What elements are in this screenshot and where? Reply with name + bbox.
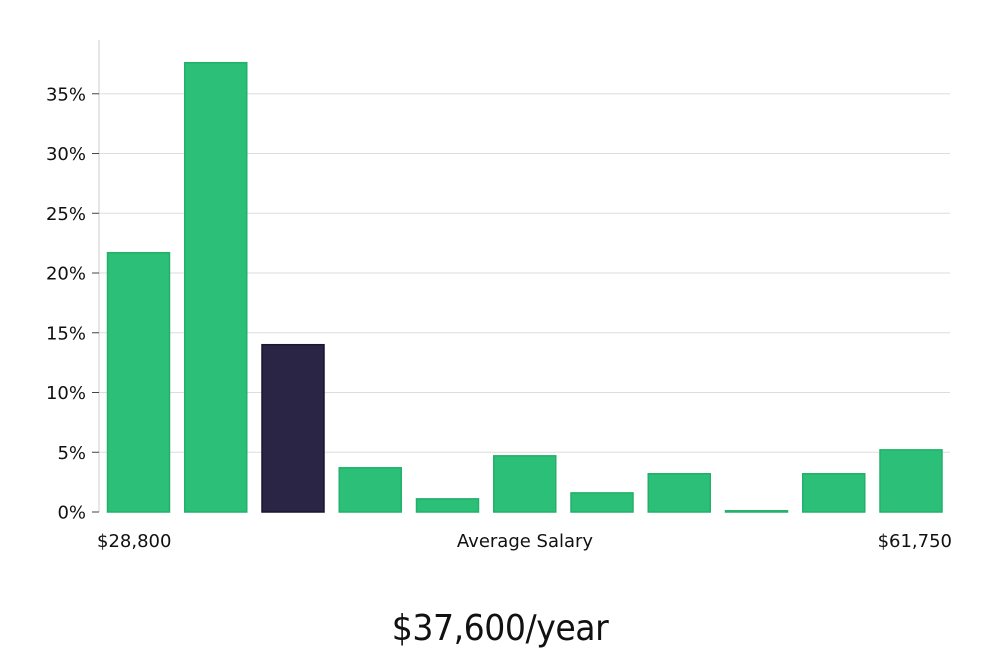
bar bbox=[493, 455, 557, 513]
y-tick-label: 15% bbox=[46, 323, 86, 344]
y-tick-label: 20% bbox=[46, 264, 86, 285]
y-tick-label: 30% bbox=[46, 144, 86, 165]
bar bbox=[802, 473, 866, 513]
y-tick-label: 35% bbox=[46, 84, 86, 105]
bar bbox=[647, 473, 711, 513]
y-tick-label: 0% bbox=[57, 503, 86, 524]
y-tick-label: 5% bbox=[57, 443, 86, 464]
bar-highlighted bbox=[261, 343, 325, 513]
y-tick-label: 10% bbox=[46, 383, 86, 404]
bar bbox=[106, 251, 171, 513]
bar bbox=[415, 498, 480, 513]
salary-histogram-chart: 0% 5% 10% 15% 20% 25% 30% 35% $28,800 Average S… bbox=[46, 40, 952, 552]
bar bbox=[570, 492, 634, 513]
y-tick-label: 25% bbox=[46, 204, 86, 225]
x-max-label: $61,750 bbox=[878, 531, 952, 552]
bar bbox=[184, 61, 248, 513]
x-axis-title: Average Salary bbox=[457, 531, 594, 552]
average-salary-value: $37,600/year bbox=[391, 608, 609, 649]
bar bbox=[879, 449, 943, 513]
y-axis-ticks: 0% 5% 10% 15% 20% 25% 30% 35% bbox=[46, 84, 99, 524]
bars bbox=[106, 61, 943, 513]
bar bbox=[338, 467, 402, 513]
x-min-label: $28,800 bbox=[97, 531, 171, 552]
bar bbox=[724, 510, 789, 513]
